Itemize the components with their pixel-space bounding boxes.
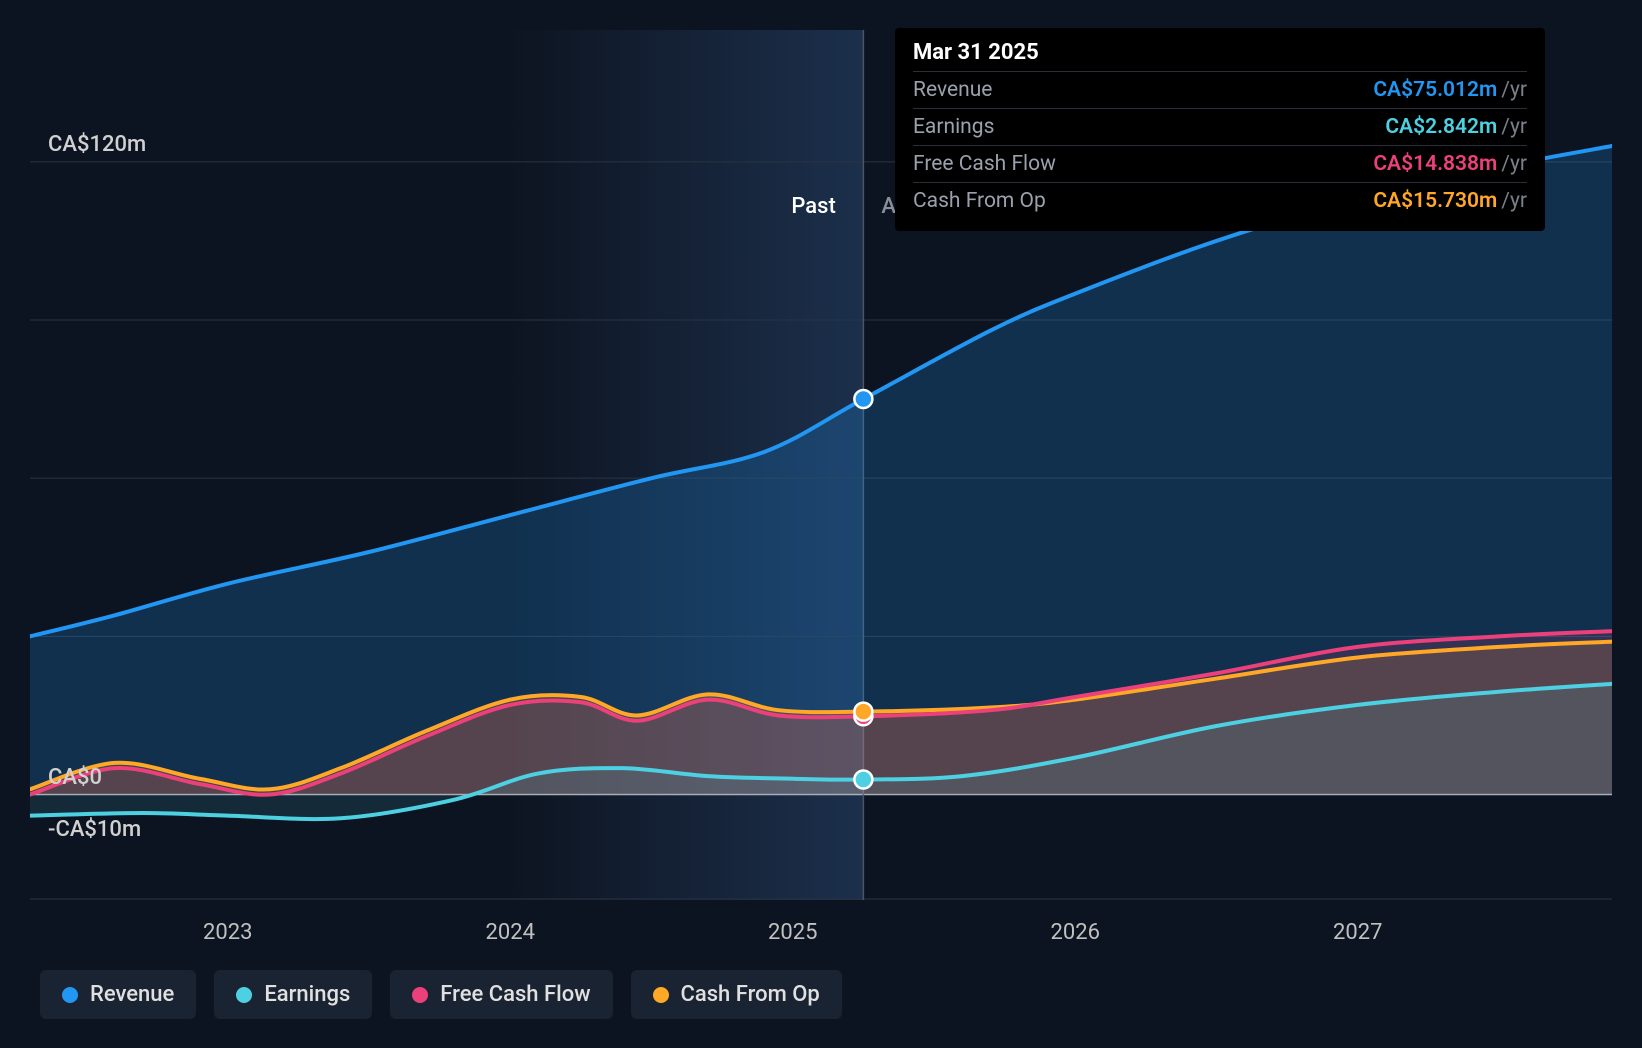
tooltip: Mar 31 2025 RevenueCA$75.012m/yrEarnings… bbox=[895, 28, 1545, 231]
y-tick-label: CA$120m bbox=[48, 132, 146, 157]
y-tick-label: CA$0 bbox=[48, 765, 102, 790]
legend-label: Revenue bbox=[90, 982, 174, 1007]
tooltip-date: Mar 31 2025 bbox=[913, 40, 1527, 65]
tooltip-row: Earnings CA$2.842m/yr bbox=[913, 108, 1527, 145]
x-tick-label: 2025 bbox=[768, 920, 817, 945]
tooltip-row: Free Cash Flow CA$14.838m/yr bbox=[913, 145, 1527, 182]
legend-label: Cash From Op bbox=[681, 982, 820, 1007]
legend-dot-icon bbox=[653, 987, 669, 1003]
x-tick-label: 2026 bbox=[1051, 920, 1100, 945]
legend-dot-icon bbox=[412, 987, 428, 1003]
x-tick-label: 2027 bbox=[1333, 920, 1382, 945]
tooltip-metric-value: CA$14.838m bbox=[1373, 152, 1497, 176]
tooltip-metric-unit: /yr bbox=[1501, 115, 1527, 139]
tooltip-metric-label: Revenue bbox=[913, 78, 992, 102]
tooltip-metric-unit: /yr bbox=[1501, 152, 1527, 176]
y-tick-label: -CA$10m bbox=[48, 817, 141, 842]
legend-label: Free Cash Flow bbox=[440, 982, 590, 1007]
divider-past-label: Past bbox=[791, 194, 835, 219]
legend-item-earnings[interactable]: Earnings bbox=[214, 970, 372, 1019]
tooltip-metric-unit: /yr bbox=[1501, 189, 1527, 213]
x-tick-label: 2023 bbox=[203, 920, 252, 945]
legend-label: Earnings bbox=[264, 982, 350, 1007]
tooltip-metric-value: CA$75.012m bbox=[1373, 78, 1497, 102]
tooltip-metric-label: Earnings bbox=[913, 115, 994, 139]
legend-item-revenue[interactable]: Revenue bbox=[40, 970, 196, 1019]
tooltip-metric-unit: /yr bbox=[1501, 78, 1527, 102]
financial-chart: CA$120mCA$0-CA$10m 20232024202520262027 … bbox=[0, 0, 1642, 1048]
legend-item-free-cash-flow[interactable]: Free Cash Flow bbox=[390, 970, 612, 1019]
tooltip-row: Cash From Op CA$15.730m/yr bbox=[913, 182, 1527, 219]
tooltip-row: Revenue CA$75.012m/yr bbox=[913, 71, 1527, 108]
tooltip-metric-label: Cash From Op bbox=[913, 189, 1046, 213]
legend-dot-icon bbox=[62, 987, 78, 1003]
x-tick-label: 2024 bbox=[486, 920, 535, 945]
tooltip-metric-label: Free Cash Flow bbox=[913, 152, 1056, 176]
legend: Revenue Earnings Free Cash Flow Cash From O… bbox=[40, 970, 842, 1019]
legend-item-cash-from-op[interactable]: Cash From Op bbox=[631, 970, 842, 1019]
tooltip-metric-value: CA$15.730m bbox=[1373, 189, 1497, 213]
tooltip-metric-value: CA$2.842m bbox=[1385, 115, 1497, 139]
legend-dot-icon bbox=[236, 987, 252, 1003]
